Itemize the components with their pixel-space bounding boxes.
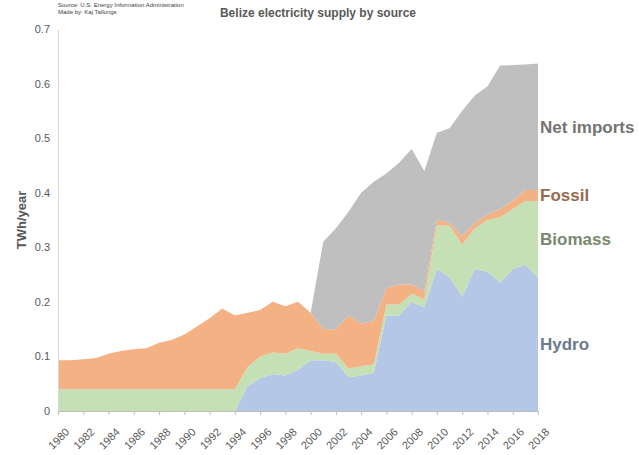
tick-label: 2008 — [399, 426, 425, 452]
tick: 2016 — [501, 411, 527, 451]
x-axis: 1980198219841986198819901992199419961998… — [46, 411, 552, 451]
tick: 2006 — [374, 411, 400, 451]
tick-mark — [311, 411, 312, 415]
tick-label: 1994 — [223, 426, 249, 452]
tick-mark — [386, 411, 387, 415]
tick-mark — [235, 411, 236, 415]
tick-mark — [361, 411, 362, 415]
tick: 0 — [44, 405, 58, 417]
tick: 2014 — [475, 411, 501, 451]
tick: 0.5 — [35, 132, 58, 144]
tick-label: 2004 — [349, 426, 375, 452]
tick: 1996 — [248, 411, 274, 451]
tick: 1990 — [172, 411, 198, 451]
tick-mark — [159, 411, 160, 415]
tick: 2018 — [526, 411, 552, 451]
tick-label: 1990 — [172, 426, 198, 452]
tick-label: 0.2 — [35, 296, 50, 308]
tick: 0.1 — [35, 350, 58, 362]
tick-label: 0.7 — [35, 23, 50, 35]
tick-label: 2010 — [425, 426, 451, 452]
tick-mark — [336, 411, 337, 415]
tick-mark — [462, 411, 463, 415]
axis-title: TWh/year — [14, 191, 29, 250]
tick: 0.7 — [35, 23, 58, 35]
tick: 0.2 — [35, 296, 58, 308]
tick-mark — [260, 411, 261, 415]
tick-label: 2014 — [475, 426, 501, 452]
tick-mark — [538, 411, 539, 415]
axis-line — [58, 30, 59, 412]
tick-label: 0.5 — [35, 132, 50, 144]
tick-label: 2016 — [501, 426, 527, 452]
tick-label: 1992 — [197, 426, 223, 452]
tick: 1982 — [71, 411, 97, 451]
tick-mark — [285, 411, 286, 415]
area — [58, 63, 538, 360]
tick-mark — [412, 411, 413, 415]
tick: 1984 — [96, 411, 122, 451]
tick-label: 2002 — [324, 426, 350, 452]
tick: 1988 — [147, 411, 173, 451]
tick-label: 0 — [44, 405, 50, 417]
annotation: Made by: Kaj Tallungs — [58, 9, 117, 15]
tick: 2004 — [349, 411, 375, 451]
plot-area — [58, 63, 538, 411]
tick-label: 1982 — [71, 426, 97, 452]
y-axis: 0 0.1 0.2 0.3 0.4 0.5 0.6 0.7 — [35, 23, 59, 417]
tick-label: 2018 — [526, 426, 552, 452]
tick-mark — [210, 411, 211, 415]
title: Belize electricity supply by source — [220, 6, 416, 20]
tick-mark — [184, 411, 185, 415]
tick: 1994 — [223, 411, 249, 451]
chart: 00.10.20.30.40.50.60.7198019821984198619… — [0, 0, 639, 455]
tick: 0.6 — [35, 78, 58, 90]
tick-label: 1986 — [122, 426, 148, 452]
tick-label: 0.1 — [35, 350, 50, 362]
tick-label: 0.4 — [35, 187, 50, 199]
legend-label: Net imports — [540, 118, 634, 137]
annotation: Source: U.S. Energy Information Administ… — [58, 2, 184, 8]
tick: 2008 — [399, 411, 425, 451]
tick-label: 1980 — [46, 426, 72, 452]
legend-label: Biomass — [540, 230, 611, 249]
tick-mark — [58, 411, 59, 415]
tick-label: 2006 — [374, 426, 400, 452]
tick-mark — [437, 411, 438, 415]
legend-label: Fossil — [540, 186, 589, 205]
tick: 0.4 — [35, 187, 58, 199]
tick: 2010 — [425, 411, 451, 451]
tick-label: 1984 — [96, 426, 122, 452]
legend-label: Hydro — [540, 335, 589, 354]
tick: 2012 — [450, 411, 476, 451]
tick-label: 0.6 — [35, 78, 50, 90]
tick: 1992 — [197, 411, 223, 451]
axis-line — [59, 412, 539, 416]
tick: 1998 — [273, 411, 299, 451]
tick: 2002 — [324, 411, 350, 451]
tick-label: 2000 — [298, 426, 324, 452]
tick-label: 0.3 — [35, 241, 50, 253]
tick-mark — [83, 411, 84, 415]
tick: 0.3 — [35, 241, 58, 253]
tick: 2000 — [298, 411, 324, 451]
tick-mark — [109, 411, 110, 415]
tick: 1986 — [122, 411, 148, 451]
tick: 1980 — [46, 411, 72, 451]
tick-label: 2012 — [450, 426, 476, 452]
tick-label: 1988 — [147, 426, 173, 452]
tick-mark — [487, 411, 488, 415]
tick-mark — [513, 411, 514, 415]
tick-mark — [134, 411, 135, 415]
tick-label: 1996 — [248, 426, 274, 452]
tick-label: 1998 — [273, 426, 299, 452]
